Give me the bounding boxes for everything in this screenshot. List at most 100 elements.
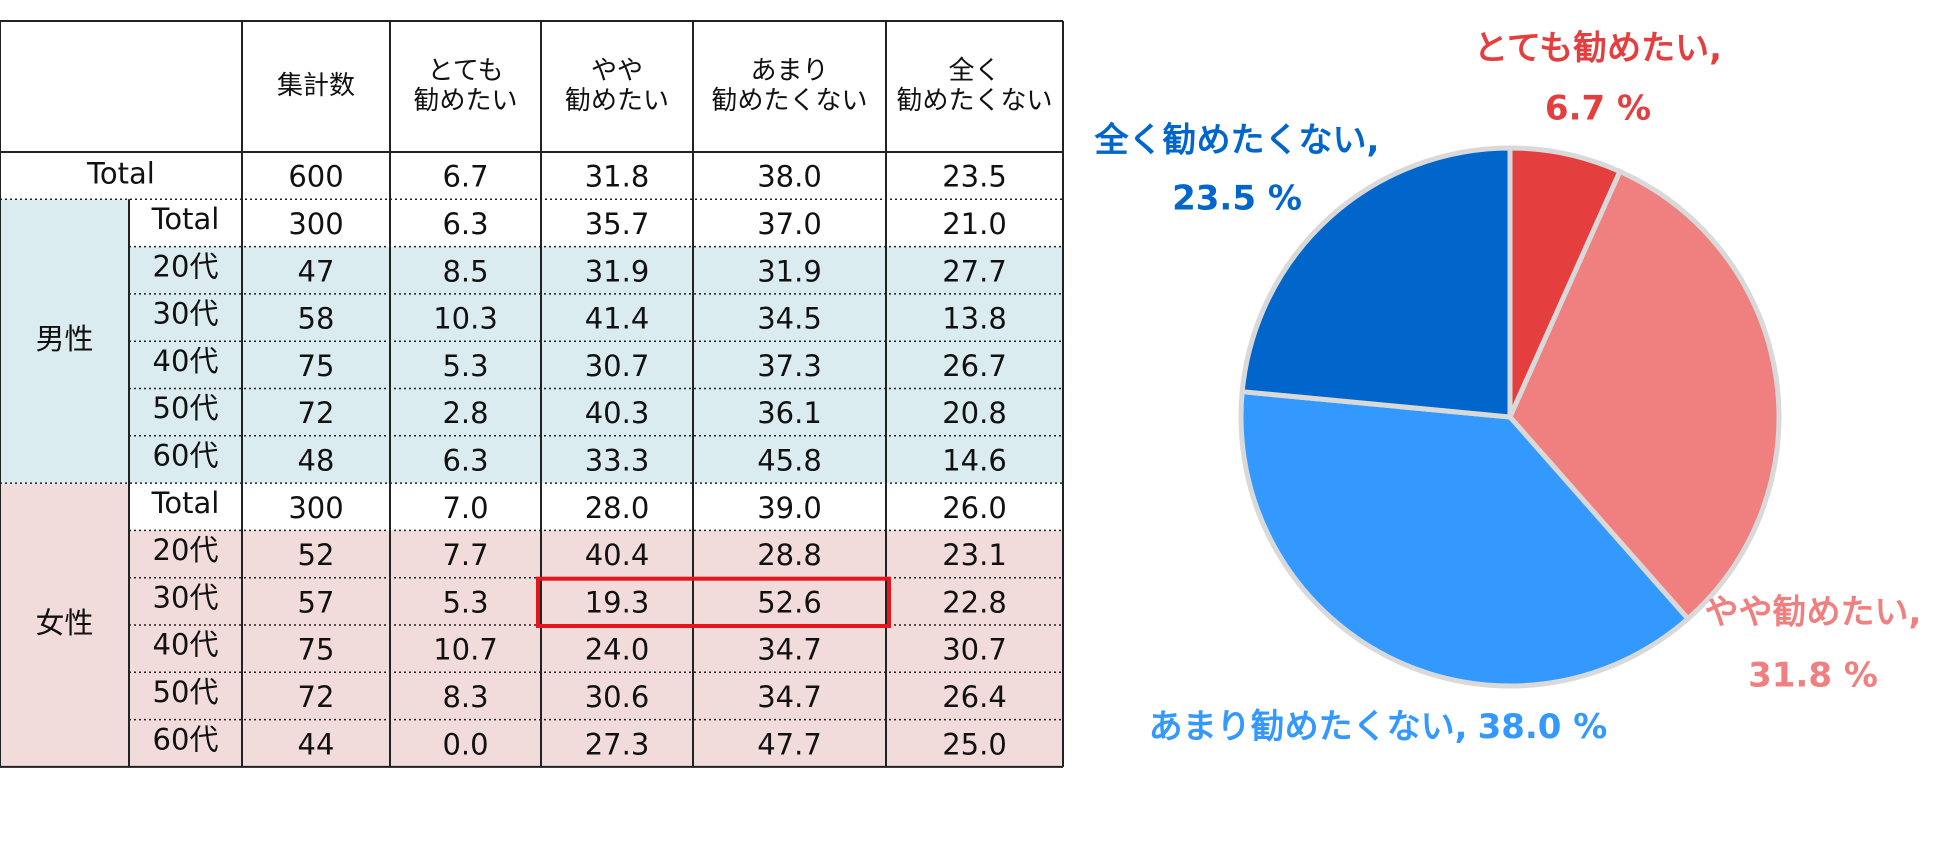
cell: 26.7: [942, 349, 1007, 383]
cell: 5.3: [442, 349, 488, 383]
row-bg: [129, 577, 1063, 625]
row-bg: [129, 341, 1063, 389]
cell: 26.4: [942, 680, 1007, 714]
cell: 40.4: [585, 538, 650, 572]
cell: 30.6: [585, 680, 650, 714]
cell: 35.7: [585, 207, 650, 241]
cell: 34.5: [757, 302, 822, 336]
pie-slice: [1238, 388, 1692, 689]
cell: 39.0: [757, 491, 822, 525]
row-label: 30代: [153, 580, 219, 614]
cell: 19.3: [585, 585, 650, 619]
row-label: 60代: [153, 438, 219, 472]
cell: 26.0: [942, 491, 1007, 525]
cell: 72: [298, 396, 335, 430]
header-cell: 勧めたい: [413, 86, 517, 116]
row-label: 20代: [153, 533, 219, 567]
row-bg: [129, 435, 1063, 484]
group-bg: [0, 483, 129, 767]
pie-value-label: 31.8 %: [1748, 656, 1878, 696]
header-cell: やや: [591, 56, 643, 86]
cell: 25.0: [942, 727, 1007, 761]
cell: 21.0: [942, 207, 1007, 241]
cell: 0.0: [442, 727, 488, 761]
cell: 31.9: [757, 254, 822, 288]
row-bg: [129, 293, 1063, 342]
cell: 47: [298, 254, 335, 288]
cell: 52: [298, 538, 335, 572]
cell: 30.7: [585, 349, 650, 383]
header-cell: 全く: [948, 56, 1000, 86]
row-bg: [129, 719, 1063, 767]
cell: 75: [298, 349, 335, 383]
cell: 14.6: [942, 443, 1007, 477]
cell: 40.3: [585, 396, 650, 430]
cell: 30.7: [942, 633, 1007, 667]
row-label: 50代: [153, 675, 219, 709]
cell: 34.7: [757, 633, 822, 667]
cell: 58: [298, 302, 335, 336]
cell: 28.0: [585, 491, 650, 525]
cell: 38.0: [757, 160, 822, 194]
cell: 7.0: [442, 491, 488, 525]
pie-slice: [1239, 145, 1513, 420]
cell: 6.3: [442, 443, 488, 477]
row-bg: [129, 388, 1063, 436]
cell: 10.3: [433, 302, 498, 336]
cell: 44: [298, 727, 335, 761]
cell: 23.5: [942, 160, 1007, 194]
cell: 8.3: [442, 680, 488, 714]
cell: 45.8: [757, 443, 822, 477]
cell: 10.7: [433, 633, 498, 667]
cell: 36.1: [757, 396, 822, 430]
cell: 72: [298, 680, 335, 714]
header-cell: とても: [428, 56, 504, 86]
cell: 5.3: [442, 585, 488, 619]
cell: 48: [298, 443, 335, 477]
row-label: Total: [151, 486, 220, 520]
cell: 52.6: [757, 585, 822, 619]
row-bg: [129, 672, 1063, 720]
cell: 8.5: [442, 254, 488, 288]
pie-label-line: あまり勧めたくない, 38.0 %: [1149, 707, 1608, 747]
row-bg: [129, 625, 1063, 673]
pie-label: 全く勧めたくない,: [1094, 121, 1380, 161]
row-label: 40代: [153, 344, 219, 378]
pie-value-label: 38.0 %: [1478, 707, 1608, 747]
cell: 37.0: [757, 207, 822, 241]
cell: 28.8: [757, 538, 822, 572]
row-label: 50代: [153, 391, 219, 425]
pie-slice: [1507, 168, 1782, 623]
row-label: 60代: [153, 722, 219, 756]
cell: 33.3: [585, 443, 650, 477]
header-cell: 勧めたい: [565, 86, 669, 116]
row-bg: [129, 530, 1063, 578]
cell: 57: [298, 585, 335, 619]
row-label: Total: [86, 157, 155, 191]
cell: 2.8: [442, 396, 488, 430]
header-cell: 勧めたくない: [896, 86, 1052, 116]
cell: 22.8: [942, 585, 1007, 619]
cell: 300: [288, 207, 343, 241]
row-label: 20代: [153, 249, 219, 283]
header-cell: 勧めたくない: [711, 86, 867, 116]
cell: 6.7: [442, 160, 488, 194]
cell: 20.8: [942, 396, 1007, 430]
cell: 27.7: [942, 254, 1007, 288]
cell: 27.3: [585, 727, 650, 761]
cell: 7.7: [442, 538, 488, 572]
group-label: 女性: [35, 606, 93, 640]
pie-value-label: 6.7 %: [1545, 89, 1651, 129]
header-cell: あまり: [750, 56, 828, 86]
group-label: 男性: [35, 322, 93, 356]
header-cell: 集計数: [277, 71, 355, 101]
cell: 6.3: [442, 207, 488, 241]
cell: 13.8: [942, 302, 1007, 336]
row-label: 30代: [153, 297, 219, 331]
row-label: 40代: [153, 628, 219, 662]
highlight: [536, 576, 891, 629]
pie-label: とても勧めたい,: [1474, 29, 1722, 69]
cell: 47.7: [757, 727, 822, 761]
